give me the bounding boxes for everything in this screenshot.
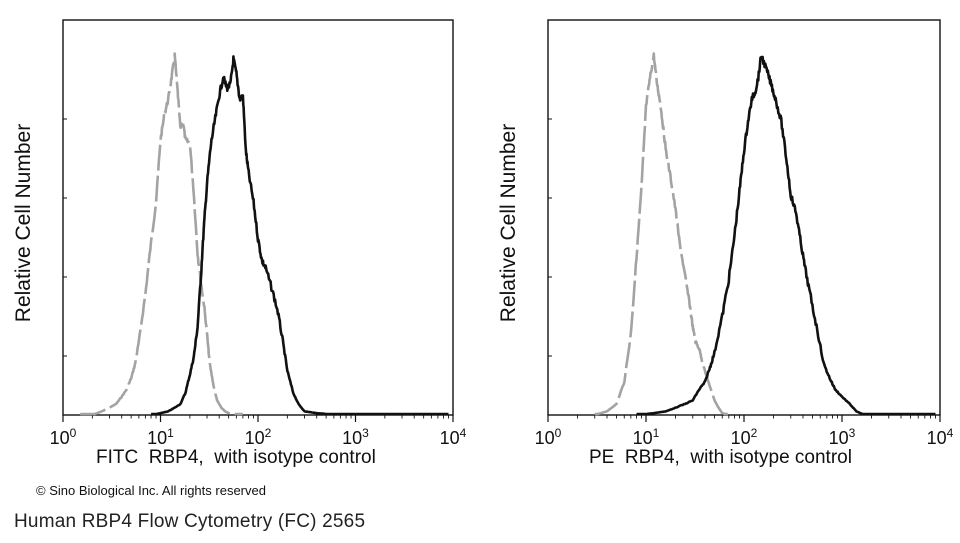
x-tick-label: 103 [342,426,369,448]
x-tick-label: 102 [731,426,758,448]
fitc-x-axis-label: FITC RBP4, with isotype control [96,447,376,468]
copyright-notice: © Sino Biological Inc. All rights reserv… [36,483,266,498]
plot-frame [62,19,454,416]
pe-histogram-panel: 100 101 102 103 104 [535,19,954,448]
x-tick-label: 101 [147,426,174,448]
pe-x-axis-label: PE RBP4, with isotype control [589,447,852,468]
x-tick-label: 104 [927,426,954,448]
fitc-histogram-panel: 100 101 102 103 104 [50,19,467,448]
isotype-control-curve [594,52,730,416]
plot-frame [547,19,941,416]
x-tick-label: 102 [245,426,272,448]
x-tick-label: 100 [535,426,562,448]
x-tick-label: 104 [440,426,467,448]
rbp4-curve [636,55,936,416]
isotype-control-curve [80,52,244,416]
x-tick-label: 103 [829,426,856,448]
rbp4-curve [150,55,449,416]
fitc-y-axis-label: Relative Cell Number [12,123,36,322]
x-tick-label: 101 [633,426,660,448]
figure-caption: Human RBP4 Flow Cytometry (FC) 2565 [14,511,366,532]
x-tick-label: 100 [50,426,77,448]
pe-y-axis-label: Relative Cell Number [497,123,521,322]
